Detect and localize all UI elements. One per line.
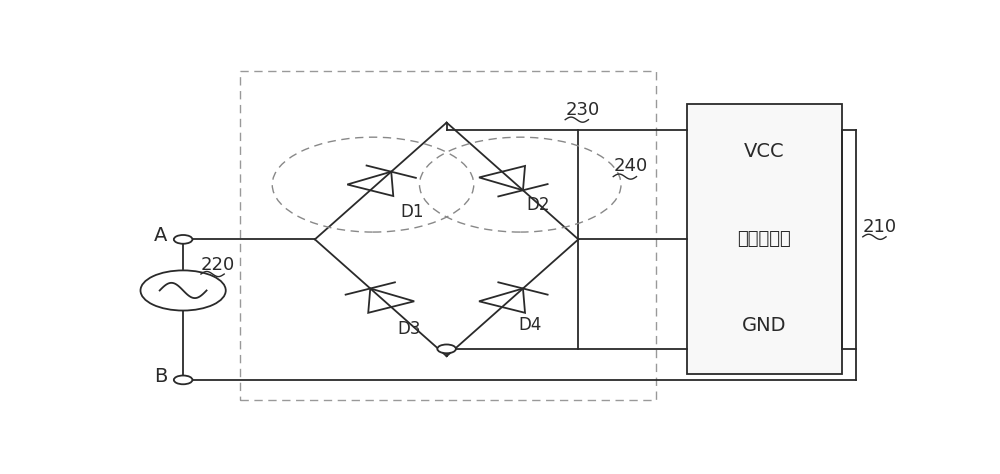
Text: D3: D3	[398, 320, 421, 338]
Text: VCC: VCC	[744, 142, 785, 161]
Text: A: A	[154, 226, 168, 245]
Text: 220: 220	[201, 256, 235, 274]
Text: 主芯片电路: 主芯片电路	[738, 230, 791, 248]
Text: D4: D4	[519, 316, 542, 334]
Circle shape	[174, 235, 192, 244]
Text: 230: 230	[565, 101, 599, 119]
Text: 210: 210	[863, 218, 897, 236]
Text: GND: GND	[742, 316, 787, 335]
Text: B: B	[154, 367, 168, 386]
Bar	[240, 72, 656, 400]
Text: D1: D1	[400, 203, 424, 221]
Bar	[687, 104, 842, 374]
Circle shape	[174, 375, 192, 384]
Text: 240: 240	[613, 157, 648, 175]
Text: D2: D2	[526, 196, 550, 214]
Circle shape	[437, 345, 456, 353]
